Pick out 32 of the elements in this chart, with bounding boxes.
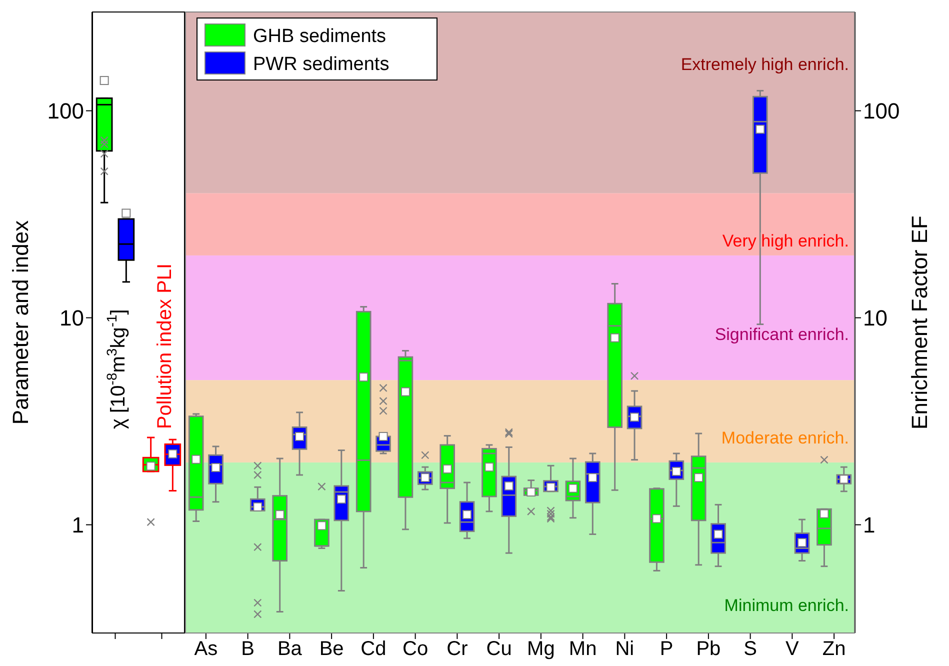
legend-label: GHB sediments [253,26,386,47]
y2-tick-label: 100 [863,98,900,124]
x-tick-label: Co [402,638,428,660]
x-tick-label: P [660,638,674,660]
band-label: Significant enrich. [714,324,849,344]
y-tick-label: 100 [47,98,84,124]
y2-tick-label: 1 [863,512,876,538]
x-tick-label: Cd [360,638,386,660]
x-tick-label: Ba [277,638,303,660]
x-tick-label: Pb [696,638,721,660]
x-tick-label: Pollution index PLI [154,263,176,430]
y2-tick-label: 10 [863,306,888,331]
y2-axis-title: Enrichment Factor EF [907,216,932,430]
x-tick-label: V [786,638,800,660]
x-tick-label: Be [319,638,344,660]
x-tick-label: Mn [568,638,597,660]
y-tick-label: 1 [72,512,84,538]
x-tick-label: Zn [822,638,846,660]
x-tick-label: Mg [527,638,555,660]
x-tick-label: B [241,638,254,660]
x-tick-label: Ni [615,638,634,660]
band-label: Extremely high enrich. [680,55,849,74]
x-tick-label: Cu [486,638,512,660]
legend-label: PWR sediments [253,54,390,75]
y-axis-title: Parameter and index [8,220,33,425]
band-label: Moderate enrich. [721,428,849,448]
x-tick-label: As [194,638,218,660]
band-label: Very high enrich. [722,231,849,250]
y-tick-label: 10 [60,306,84,331]
x-tick-label: Cr [446,638,468,660]
band-label: Minimum enrich. [724,596,849,615]
x-tick-label: S [744,638,757,660]
